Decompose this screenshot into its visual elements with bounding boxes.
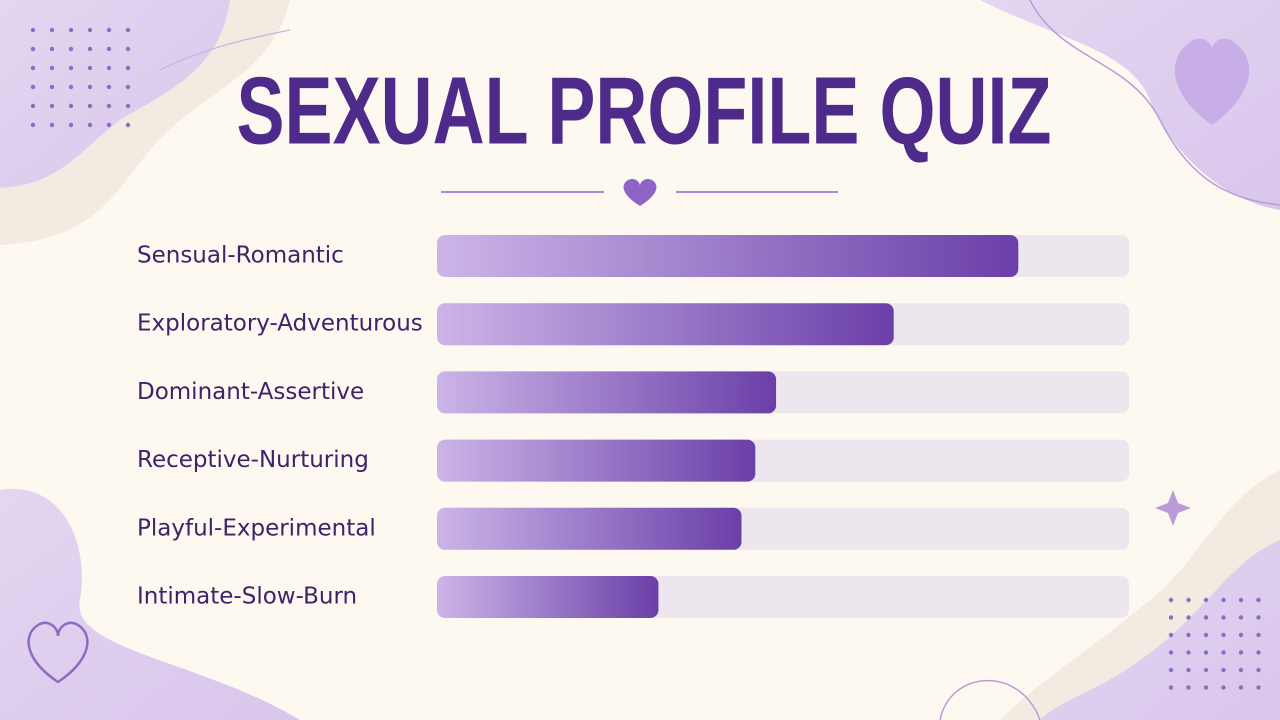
dot: [1256, 650, 1261, 655]
dot: [1221, 650, 1226, 655]
dot: [1203, 615, 1209, 620]
dot-grid: [30, 27, 131, 128]
dot: [30, 46, 36, 52]
dot: [1221, 615, 1226, 620]
dot: [68, 27, 74, 33]
curve: [159, 29, 291, 71]
dot: [1221, 597, 1226, 603]
dot: [68, 46, 74, 52]
dot: [49, 65, 55, 71]
dot: [1168, 685, 1174, 690]
dot: [68, 122, 74, 128]
dot: [49, 84, 55, 90]
sparkle-icon: [1155, 490, 1191, 526]
dot: [87, 122, 93, 128]
dot: [68, 103, 74, 109]
dot: [1203, 685, 1209, 690]
dot: [1203, 667, 1209, 673]
bar: [437, 507, 742, 550]
blob: [0, 488, 300, 720]
dot-grid: [1168, 597, 1261, 690]
dot: [1203, 632, 1209, 638]
dot: [106, 122, 112, 128]
dot: [30, 84, 36, 90]
chart-title: SEXUAL PROFILE QUIZ: [237, 57, 1052, 164]
bar: [437, 371, 777, 414]
heart-icon: [27, 621, 89, 684]
blob: [1040, 540, 1280, 720]
dot: [30, 65, 36, 71]
dot: [30, 27, 36, 33]
curve: [939, 679, 1041, 720]
dot: [1256, 615, 1261, 620]
dot: [49, 122, 55, 128]
dot: [1256, 667, 1261, 673]
dot: [1203, 650, 1209, 655]
dot: [1238, 632, 1244, 638]
dot: [125, 27, 131, 33]
dot: [106, 84, 112, 90]
dot: [106, 27, 112, 33]
dot: [125, 46, 131, 52]
dot: [1168, 667, 1174, 673]
bar: [437, 235, 1019, 277]
dot: [1168, 632, 1174, 638]
dot: [49, 103, 55, 109]
dot: [1238, 597, 1244, 603]
dot: [1168, 615, 1174, 620]
bar: [437, 303, 894, 346]
dot: [1186, 650, 1191, 655]
dot: [1256, 597, 1261, 603]
category-label: Sensual-Romantic: [137, 243, 344, 269]
dot: [1168, 597, 1174, 603]
dot: [68, 84, 74, 90]
dot: [125, 103, 131, 109]
bar: [437, 439, 756, 482]
dot: [87, 84, 93, 90]
category-label: Receptive-Nurturing: [137, 447, 369, 473]
dot: [1221, 632, 1226, 638]
dot: [1221, 667, 1226, 673]
dot: [1186, 615, 1191, 620]
dot: [106, 65, 112, 71]
dot: [30, 122, 36, 128]
heart-icon: [623, 178, 657, 206]
dot: [49, 46, 55, 52]
dot: [1256, 685, 1261, 690]
dot: [1203, 597, 1209, 603]
curve: [1029, 0, 1280, 206]
dot: [1238, 685, 1244, 690]
dot: [30, 103, 36, 109]
dot: [1256, 632, 1261, 638]
dot: [125, 65, 131, 71]
dot: [1238, 650, 1244, 655]
dot: [1168, 650, 1174, 655]
category-label: Exploratory-Adventurous: [137, 311, 423, 337]
dot: [68, 65, 74, 71]
dot: [1186, 632, 1191, 638]
category-label: Intimate-Slow-Burn: [137, 584, 357, 610]
dot: [87, 65, 93, 71]
dot: [1238, 667, 1244, 673]
dot: [125, 122, 131, 128]
dot: [106, 103, 112, 109]
bar: [437, 576, 659, 618]
heart-icon: [1174, 38, 1250, 125]
dot: [87, 27, 93, 33]
dot: [1221, 685, 1226, 690]
dot: [106, 46, 112, 52]
dot: [49, 27, 55, 33]
blob: [0, 0, 230, 188]
dot: [1186, 685, 1191, 690]
dot: [1186, 667, 1191, 673]
dot: [87, 46, 93, 52]
dot: [1186, 597, 1191, 603]
category-label: Playful-Experimental: [137, 515, 376, 541]
dot: [125, 84, 131, 90]
dot: [87, 103, 93, 109]
dot: [1238, 615, 1244, 620]
category-label: Dominant-Assertive: [137, 379, 364, 405]
